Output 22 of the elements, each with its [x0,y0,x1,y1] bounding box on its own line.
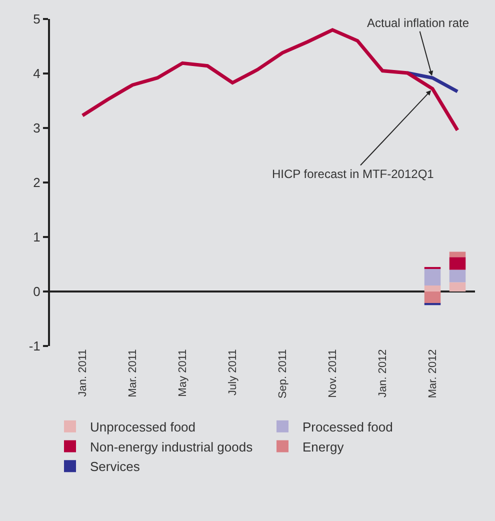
x-tick-label: Jan. 2011 [77,349,90,397]
x-tick-label: Sep. 2011 [277,349,290,399]
legend-label: Unprocessed food [90,419,196,434]
x-tick-label: May 2011 [177,349,190,397]
legend-label: Energy [302,439,344,454]
annotation: HICP forecast in MTF-2012Q1 [272,167,434,181]
y-tick-label: 0 [33,284,40,300]
y-tick-label: 4 [33,66,40,82]
y-tick-label: 3 [33,120,40,136]
y-tick-label: -1 [28,338,40,354]
legend-label: Services [90,459,140,474]
legend-label: Processed food [302,419,393,434]
y-tick-label: 2 [33,175,40,190]
x-tick-label: Mar. 2011 [127,349,140,398]
x-tick-label: Jan. 2012 [377,349,390,398]
y-tick-label: 5 [33,12,40,27]
x-tick-label: Mar. 2012 [427,349,440,398]
x-tick-label: Nov. 2011 [327,349,340,398]
legend-label: Non-energy industrial goods [90,439,254,454]
y-tick-label: 1 [33,230,40,245]
x-tick-label: July 2011 [227,349,240,396]
annotation: Actual inflation rate [367,16,470,30]
